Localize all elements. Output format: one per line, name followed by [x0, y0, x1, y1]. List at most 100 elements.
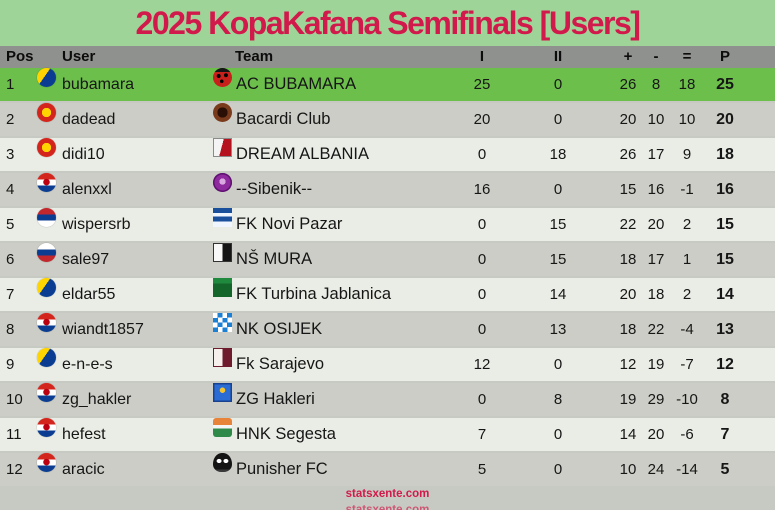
- username: hefest: [62, 426, 106, 443]
- goal-difference: -7: [680, 356, 694, 373]
- goal-difference: 2: [682, 216, 692, 233]
- croatia-flag-icon: [37, 418, 56, 437]
- points-round-i: 12: [473, 356, 491, 373]
- table-row: 5 wispersrb FK Novi Pazar 0 15 22 20 2 1…: [0, 208, 775, 241]
- username: alenxxl: [62, 181, 112, 198]
- points-total: 18: [716, 146, 734, 163]
- points-round-i: 0: [477, 391, 487, 408]
- table-row: 8 wiandt1857 NK OSIJEK 0 13 18 22 -4 13: [0, 313, 775, 346]
- position-number: 9: [6, 356, 15, 373]
- points-round-i: 0: [477, 216, 487, 233]
- points-round-ii: 0: [553, 461, 563, 478]
- goal-difference: 18: [678, 76, 696, 93]
- watermark-site-link-clipped: statsxente.com: [345, 504, 430, 510]
- position-number: 10: [6, 391, 23, 408]
- table-row: 1 bubamara AC BUBAMARA 25 0 26 8 18 25: [0, 68, 775, 101]
- col-header-user: User: [62, 48, 96, 65]
- mura-crest-icon: [213, 243, 232, 262]
- goal-difference: -10: [676, 391, 698, 408]
- goal-difference: -14: [676, 461, 698, 478]
- ladybug-crest-icon: [213, 68, 232, 87]
- position-number: 3: [6, 146, 15, 163]
- croatia-flag-icon: [37, 173, 56, 192]
- points-round-ii: 0: [553, 356, 563, 373]
- goals-against: 18: [647, 286, 665, 303]
- points-round-i: 20: [473, 111, 491, 128]
- position-number: 12: [6, 461, 23, 478]
- points-total: 5: [720, 461, 730, 478]
- team-name: FK Turbina Jablanica: [236, 285, 392, 303]
- table-row: 9 e-n-e-s Fk Sarajevo 12 0 12 19 -7 12: [0, 348, 775, 381]
- points-round-i: 0: [477, 146, 487, 163]
- segesta-crest-icon: [213, 418, 232, 437]
- team-name: FK Novi Pazar: [236, 215, 343, 233]
- goals-for: 18: [619, 251, 637, 268]
- username: eldar55: [62, 286, 116, 303]
- croatia-flag-icon: [37, 313, 56, 332]
- watermark-site-link: statsxente.com: [345, 488, 430, 500]
- croatia-flag-icon: [37, 383, 56, 402]
- albania-crest-icon: [213, 138, 232, 157]
- position-number: 7: [6, 286, 15, 303]
- sibenik-crest-icon: [213, 173, 232, 192]
- bosnia-flag-icon: [37, 348, 56, 367]
- goals-for: 14: [619, 426, 637, 443]
- points-round-ii: 0: [553, 76, 563, 93]
- position-number: 2: [6, 111, 15, 128]
- goals-against: 8: [651, 76, 661, 93]
- table-row: 3 didi10 DREAM ALBANIA 0 18 26 17 9 18: [0, 138, 775, 171]
- points-round-i: 0: [477, 286, 487, 303]
- points-round-ii: 14: [549, 286, 567, 303]
- goals-for: 18: [619, 321, 637, 338]
- table-row: 4 alenxxl --Sibenik-- 16 0 15 16 -1 16: [0, 173, 775, 206]
- goals-for: 15: [619, 181, 637, 198]
- goals-against: 22: [647, 321, 665, 338]
- team-name: NK OSIJEK: [236, 320, 323, 338]
- osijek-crest-icon: [213, 313, 232, 332]
- col-header-equals: =: [682, 48, 692, 65]
- team-name: HNK Segesta: [236, 425, 336, 443]
- goals-against: 20: [647, 426, 665, 443]
- sarajevo-crest-icon: [213, 348, 232, 367]
- table-row: 7 eldar55 FK Turbina Jablanica 0 14 20 1…: [0, 278, 775, 311]
- bosnia-flag-icon: [37, 68, 56, 87]
- points-round-i: 0: [477, 251, 487, 268]
- bacardi-crest-icon: [213, 103, 232, 122]
- username: e-n-e-s: [62, 356, 113, 373]
- points-total: 15: [716, 251, 734, 268]
- points-round-ii: 18: [549, 146, 567, 163]
- points-total: 7: [720, 426, 730, 443]
- points-total: 14: [716, 286, 734, 303]
- position-number: 1: [6, 76, 15, 93]
- username: bubamara: [62, 76, 135, 93]
- goals-against: 20: [647, 216, 665, 233]
- team-name: Punisher FC: [236, 460, 328, 478]
- goals-against: 29: [647, 391, 665, 408]
- col-header-pos: Pos: [6, 48, 34, 65]
- points-round-ii: 15: [549, 251, 567, 268]
- goals-for: 22: [619, 216, 637, 233]
- page-title: 2025 KopaKafana Semifinals [Users]: [135, 4, 641, 41]
- goal-difference: -1: [680, 181, 694, 198]
- goals-against: 17: [647, 146, 665, 163]
- username: sale97: [62, 251, 110, 268]
- title-banner: 2025 KopaKafana Semifinals [Users]: [0, 0, 775, 46]
- team-name: --Sibenik--: [236, 180, 313, 198]
- points-round-i: 25: [473, 76, 491, 93]
- points-round-i: 0: [477, 321, 487, 338]
- col-header-i: I: [479, 48, 485, 65]
- goals-for: 26: [619, 76, 637, 93]
- slovenia-flag-icon: [37, 243, 56, 262]
- col-header-plus: +: [623, 48, 633, 65]
- turbina-crest-icon: [213, 278, 232, 297]
- table-row: 12 aracic Punisher FC 5 0 10 24 -14 5: [0, 453, 775, 486]
- goals-for: 12: [619, 356, 637, 373]
- position-number: 4: [6, 181, 15, 198]
- table-row: 2 dadead Bacardi Club 20 0 20 10 10 20: [0, 103, 775, 136]
- points-total: 20: [716, 111, 734, 128]
- bosnia-flag-icon: [37, 278, 56, 297]
- team-name: Fk Sarajevo: [236, 355, 325, 373]
- points-total: 13: [716, 321, 734, 338]
- macedonia-flag-icon: [37, 138, 56, 157]
- table-row: 6 sale97 NŠ MURA 0 15 18 17 1 15: [0, 243, 775, 276]
